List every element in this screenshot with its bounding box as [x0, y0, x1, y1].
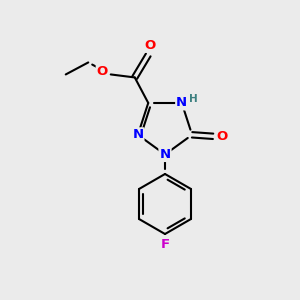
Text: F: F: [160, 238, 169, 251]
Text: H: H: [189, 94, 197, 104]
Text: O: O: [216, 130, 227, 143]
Text: O: O: [97, 65, 108, 78]
Text: N: N: [159, 148, 171, 161]
Text: N: N: [176, 96, 187, 110]
Text: N: N: [132, 128, 143, 141]
Text: O: O: [144, 39, 155, 52]
